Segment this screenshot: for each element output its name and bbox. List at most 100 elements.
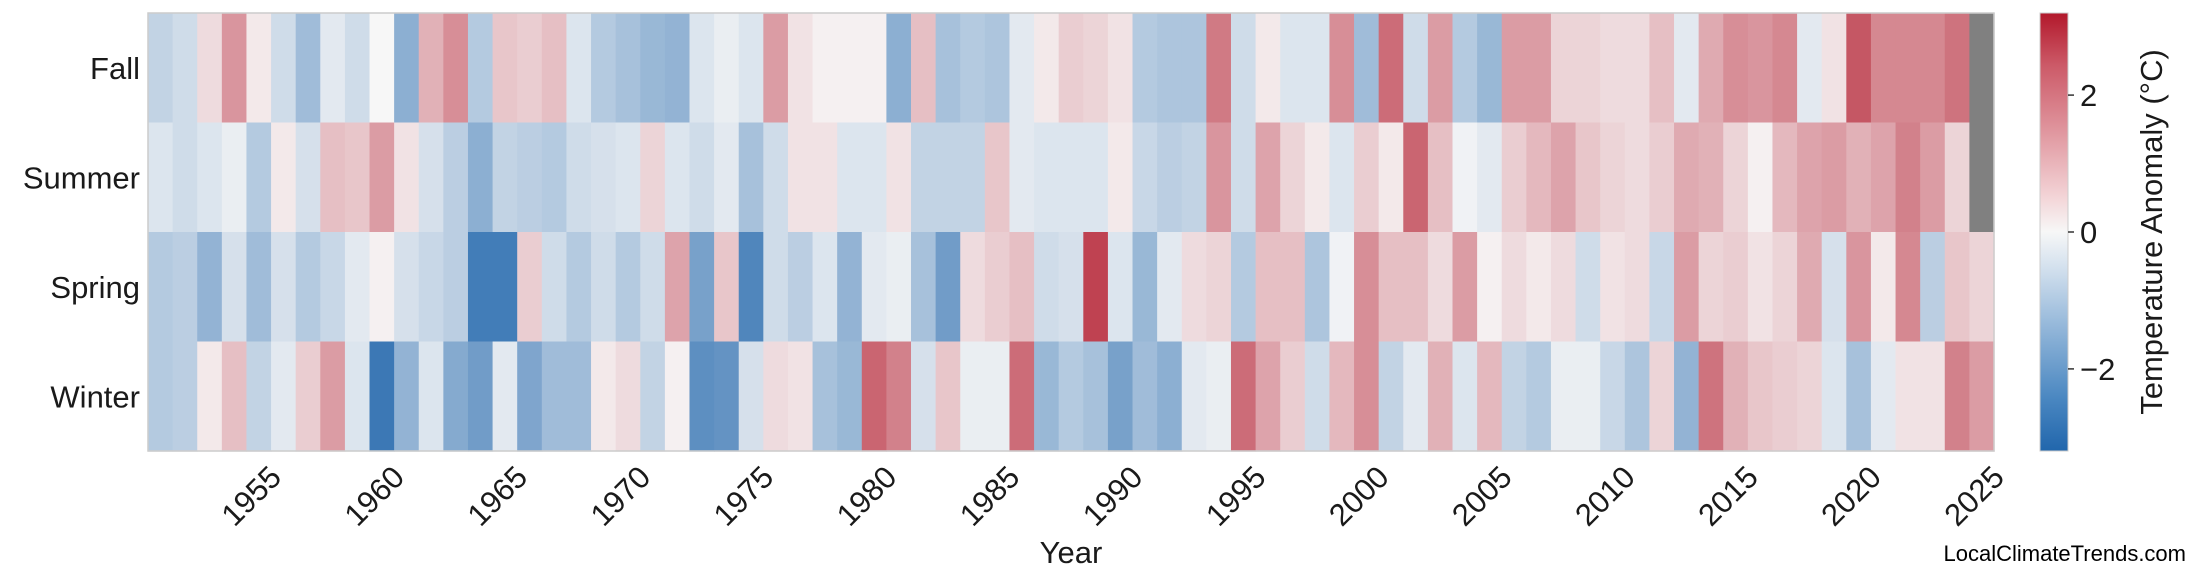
heatmap-cell-winter-2003 — [1427, 341, 1454, 452]
heatmap-cell-summer-1977 — [787, 122, 814, 233]
heatmap-cell-spring-1969 — [591, 232, 617, 343]
heatmap-cell-fall-2004 — [1452, 13, 1478, 124]
heatmap-cell-fall-2006 — [1501, 13, 1527, 124]
heatmap-cell-winter-1999 — [1329, 341, 1355, 452]
heatmap-cell-winter-2008 — [1550, 341, 1577, 452]
heatmap-cell-winter-1982 — [911, 341, 937, 452]
x-tick-2025: 2025 — [1937, 459, 2011, 533]
heatmap-cell-spring-1982 — [911, 232, 937, 343]
heatmap-cell-fall-1986 — [1009, 13, 1035, 124]
heatmap-cell-summer-2009 — [1575, 122, 1601, 233]
heatmap-cell-summer-1969 — [591, 122, 617, 233]
heatmap-cell-winter-1984 — [960, 341, 986, 452]
heatmap-cell-spring-1967 — [541, 232, 568, 343]
heatmap-cell-summer-2014 — [1698, 122, 1724, 233]
heatmap-cell-spring-2025 — [1969, 232, 1995, 343]
heatmap-cell-winter-1979 — [837, 341, 863, 452]
heatmap-cell-fall-1968 — [566, 13, 592, 124]
heatmap-cell-spring-2021 — [1870, 232, 1897, 343]
heatmap-cell-fall-1991 — [1132, 13, 1158, 124]
heatmap-cell-fall-1952 — [172, 13, 198, 124]
heatmap-cell-winter-1966 — [517, 341, 543, 452]
heatmap-cell-fall-1997 — [1280, 13, 1306, 124]
heatmap-cell-fall-1998 — [1304, 13, 1331, 124]
heatmap-cell-winter-1971 — [640, 341, 666, 452]
heatmap-cell-summer-2000 — [1354, 122, 1380, 233]
heatmap-cell-winter-1960 — [369, 341, 395, 452]
heatmap-cell-spring-1961 — [394, 232, 420, 343]
heatmap-cell-fall-1975 — [738, 13, 764, 124]
x-tick-2000: 2000 — [1322, 459, 1396, 533]
heatmap-cell-summer-2011 — [1624, 122, 1651, 233]
heatmap-cell-fall-1999 — [1329, 13, 1355, 124]
heatmap-cell-spring-1965 — [492, 232, 518, 343]
heatmap-cell-winter-1956 — [271, 341, 297, 452]
heatmap-cell-summer-2025 — [1969, 122, 1995, 233]
heatmap-cell-summer-1978 — [812, 122, 838, 233]
heatmap-cell-summer-1984 — [960, 122, 986, 233]
heatmap-cell-summer-1979 — [837, 122, 863, 233]
heatmap-cell-spring-1971 — [640, 232, 666, 343]
heatmap-cell-fall-1987 — [1034, 13, 1060, 124]
heatmap-cell-summer-1972 — [664, 122, 691, 233]
heatmap-cell-spring-1951 — [148, 232, 174, 343]
heatmap-cell-spring-1989 — [1083, 232, 1109, 343]
heatmap-cell-fall-1983 — [935, 13, 961, 124]
heatmap-cell-winter-2024 — [1944, 341, 1970, 452]
heatmap-cell-spring-1981 — [886, 232, 912, 343]
heatmap-cell-summer-1967 — [541, 122, 568, 233]
heatmap-cell-spring-1987 — [1034, 232, 1060, 343]
x-tick-2010: 2010 — [1568, 459, 1642, 533]
heatmap-cell-summer-1998 — [1304, 122, 1331, 233]
heatmap-cell-winter-2000 — [1354, 341, 1380, 452]
heatmap-cell-fall-2021 — [1870, 13, 1897, 124]
heatmap-cell-winter-1974 — [714, 341, 740, 452]
heatmap-cell-spring-2000 — [1354, 232, 1380, 343]
heatmap-cell-summer-1986 — [1009, 122, 1035, 233]
heatmap-cell-winter-1989 — [1083, 341, 1109, 452]
heatmap-cell-summer-1982 — [911, 122, 937, 233]
heatmap-cell-winter-2007 — [1526, 341, 1552, 452]
heatmap-cell-winter-1969 — [591, 341, 617, 452]
heatmap-cell-winter-2023 — [1920, 341, 1946, 452]
heatmap-cell-winter-2016 — [1747, 341, 1774, 452]
heatmap-cell-fall-2007 — [1526, 13, 1552, 124]
heatmap-cell-fall-1988 — [1058, 13, 1084, 124]
heatmap-cell-spring-2007 — [1526, 232, 1552, 343]
heatmap-cell-spring-1966 — [517, 232, 543, 343]
heatmap-cell-fall-1984 — [960, 13, 986, 124]
heatmap-cell-spring-2003 — [1427, 232, 1454, 343]
heatmap-cell-winter-1972 — [664, 341, 691, 452]
heatmap-cell-fall-1951 — [148, 13, 174, 124]
heatmap-cell-spring-1972 — [664, 232, 691, 343]
heatmap-cell-spring-1953 — [197, 232, 223, 343]
heatmap-cell-winter-1976 — [763, 341, 789, 452]
x-axis-title: Year — [1040, 535, 1103, 570]
heatmap-cell-spring-1992 — [1157, 232, 1183, 343]
heatmap-cell-fall-1995 — [1230, 13, 1257, 124]
row-label-summer: Summer — [23, 160, 140, 195]
heatmap-cell-winter-2019 — [1821, 341, 1847, 452]
heatmap-cell-fall-2023 — [1920, 13, 1946, 124]
heatmap-cell-spring-2022 — [1895, 232, 1921, 343]
heatmap-cell-fall-2012 — [1649, 13, 1675, 124]
heatmap-cell-fall-1960 — [369, 13, 395, 124]
heatmap-cell-winter-1954 — [221, 341, 248, 452]
row-label-winter: Winter — [50, 379, 140, 414]
heatmap-cell-summer-2007 — [1526, 122, 1552, 233]
heatmap-cell-summer-1957 — [295, 122, 321, 233]
heatmap-cell-fall-1979 — [837, 13, 863, 124]
x-tick-1985: 1985 — [953, 459, 1027, 533]
heatmap-cell-winter-1973 — [689, 341, 715, 452]
heatmap-cell-fall-2024 — [1944, 13, 1970, 124]
heatmap-cell-summer-1953 — [197, 122, 223, 233]
heatmap-cell-summer-1961 — [394, 122, 420, 233]
heatmap-cell-spring-1955 — [246, 232, 272, 343]
heatmap-cell-fall-1976 — [763, 13, 789, 124]
heatmap-cell-fall-2019 — [1821, 13, 1847, 124]
heatmap-cell-fall-1990 — [1107, 13, 1134, 124]
heatmap-cell-fall-1955 — [246, 13, 272, 124]
x-tick-2005: 2005 — [1445, 459, 1519, 533]
heatmap-cell-summer-1985 — [984, 122, 1011, 233]
heatmap-cell-fall-1974 — [714, 13, 740, 124]
